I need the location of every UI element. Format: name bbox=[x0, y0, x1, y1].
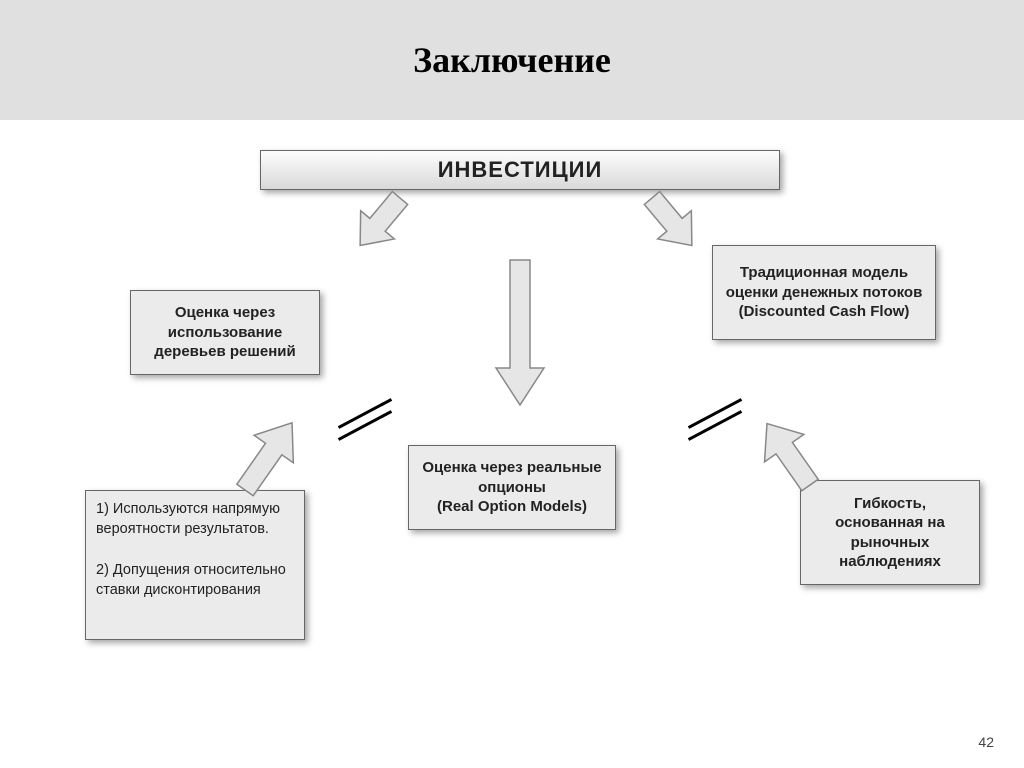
node-real-options: Оценка через реальные опционы(Real Optio… bbox=[408, 445, 616, 530]
page-title: Заключение bbox=[413, 39, 611, 81]
node-decision-trees: Оценка через использование деревьев реше… bbox=[130, 290, 320, 375]
arrow-inv-to-dcf bbox=[612, 198, 692, 278]
arrow-inv-to-dtrees bbox=[360, 198, 440, 278]
node-left-note-label: 1) Используются напрямую вероятности рез… bbox=[96, 499, 294, 600]
node-left-note: 1) Используются напрямую вероятности рез… bbox=[85, 490, 305, 640]
page-number: 42 bbox=[978, 734, 994, 750]
arrow-inv-to-realopt bbox=[480, 260, 560, 420]
arrow-flex-to-dcf bbox=[750, 400, 870, 500]
title-bar: Заключение bbox=[0, 0, 1024, 120]
node-dcf-label: Традиционная модель оценки денежных пото… bbox=[723, 263, 925, 322]
node-dcf: Традиционная модель оценки денежных пото… bbox=[712, 245, 936, 340]
node-investments: ИНВЕСТИЦИИ bbox=[260, 150, 780, 190]
arrow-leftnote-to-dtrees bbox=[185, 400, 305, 510]
not-equal-left bbox=[335, 400, 395, 440]
node-investments-label: ИНВЕСТИЦИИ bbox=[438, 157, 603, 183]
node-decision-trees-label: Оценка через использование деревьев реше… bbox=[141, 303, 309, 362]
node-flexibility-label: Гибкость, основанная на рыночных наблюде… bbox=[811, 494, 969, 572]
not-equal-right bbox=[685, 400, 745, 440]
node-real-options-label: Оценка через реальные опционы(Real Optio… bbox=[419, 458, 605, 517]
